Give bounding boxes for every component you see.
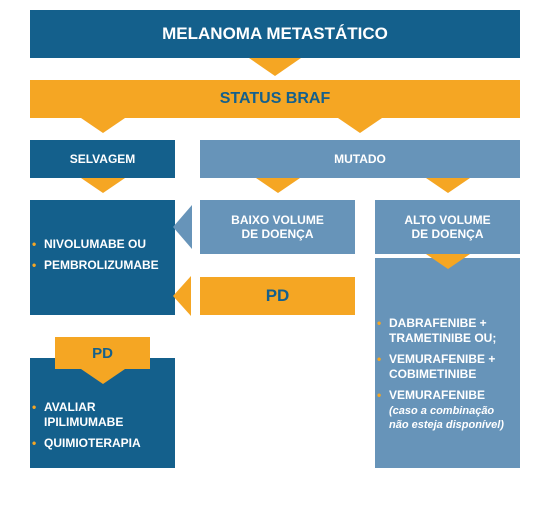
high-volume-line1: ALTO VOLUME [404, 213, 490, 227]
list-item: NIVOLUMABE OU [44, 237, 159, 252]
arrow-down-icon [81, 369, 125, 384]
high-volume-line2: DE DOENÇA [411, 227, 483, 241]
selvagem-text: SELVAGEM [70, 152, 136, 166]
mutado-box: MUTADO [200, 140, 520, 178]
pd-text: PD [92, 345, 113, 362]
arrow-down-icon [256, 178, 300, 193]
low-volume-line2: DE DOENÇA [241, 227, 313, 241]
targeted-therapy-box: DABRAFENIBE + TRAMETINIBE OU; VEMURAFENI… [375, 258, 520, 468]
list-item: VEMURAFENIBE (caso a combinação não este… [389, 388, 504, 431]
title-box: MELANOMA METASTÁTICO [30, 10, 520, 58]
list-item: VEMURAFENIBE + COBIMETINIBE [389, 352, 504, 382]
arrow-left-icon [173, 205, 192, 249]
high-volume-header: ALTO VOLUME DE DOENÇA [375, 200, 520, 254]
status-braf-box: STATUS BRAF [30, 80, 520, 118]
status-braf-text: STATUS BRAF [220, 90, 331, 108]
selvagem-box: SELVAGEM [30, 140, 175, 178]
low-volume-line1: BAIXO VOLUME [231, 213, 324, 227]
list-item: PEMBROLIZUMABE [44, 258, 159, 273]
pd-wide-box: PD [200, 277, 355, 315]
arrow-down-icon [426, 178, 470, 193]
targeted-therapy-list: DABRAFENIBE + TRAMETINIBE OU; VEMURAFENI… [375, 316, 512, 437]
immunotherapy-list: NIVOLUMABE OU PEMBROLIZUMABE [30, 237, 167, 279]
pd-text: PD [266, 286, 290, 306]
arrow-down-icon [81, 178, 125, 193]
arrow-down-icon [81, 118, 125, 133]
list-item: DABRAFENIBE + TRAMETINIBE OU; [389, 316, 504, 346]
note-text: (caso a combinação não esteja disponível… [389, 405, 504, 431]
list-item: AVALIAR IPILIMUMABE [44, 400, 167, 430]
title-text: MELANOMA METASTÁTICO [162, 24, 388, 44]
arrow-down-icon [338, 118, 382, 133]
arrow-down-icon [249, 58, 301, 76]
arrow-down-icon [426, 254, 470, 269]
pd-small-box: PD [55, 337, 150, 369]
list-item: QUIMIOTERAPIA [44, 436, 167, 451]
immunotherapy-box: NIVOLUMABE OU PEMBROLIZUMABE [30, 200, 175, 315]
mutado-text: MUTADO [334, 152, 386, 166]
arrow-left-icon [173, 276, 191, 316]
second-line-list: AVALIAR IPILIMUMABE QUIMIOTERAPIA [30, 400, 175, 457]
low-volume-box: BAIXO VOLUME DE DOENÇA [200, 200, 355, 254]
